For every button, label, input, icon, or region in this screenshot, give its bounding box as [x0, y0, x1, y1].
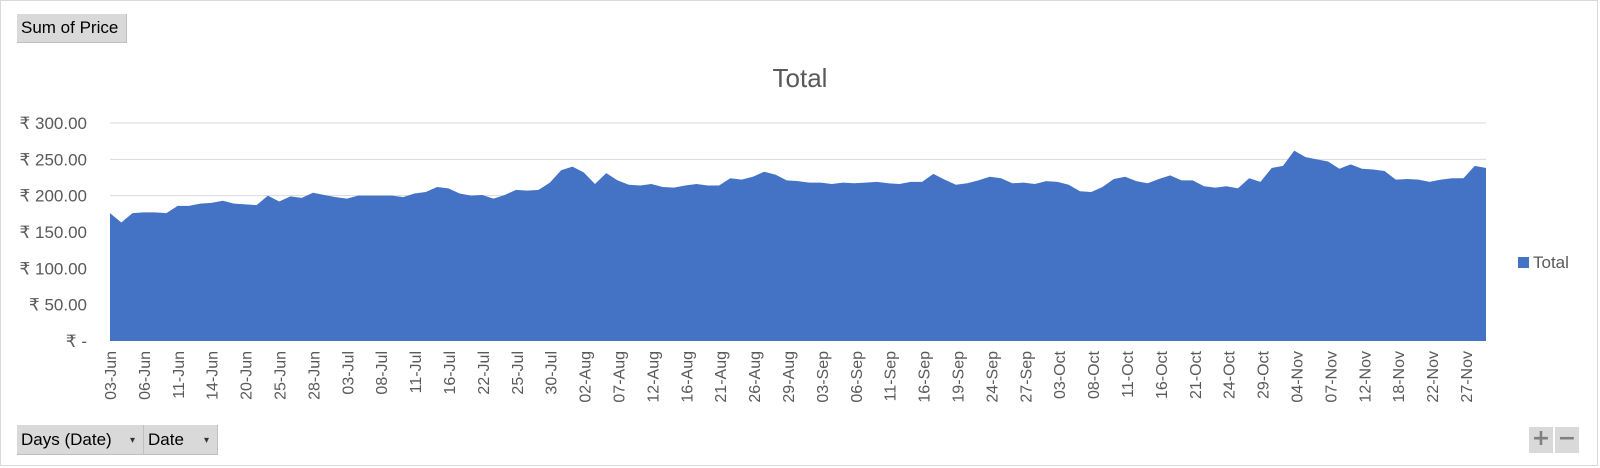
y-tick-label: ₹ 300.00 [19, 114, 87, 133]
x-tick-label: 30-Jul [544, 351, 561, 395]
x-tick-label: 08-Oct [1086, 350, 1103, 399]
days-date-field-label: Days (Date) [21, 429, 112, 449]
x-tick-label: 03-Sep [815, 351, 832, 403]
y-tick-label: ₹ 150.00 [19, 223, 87, 242]
x-tick-label: 19-Sep [951, 351, 968, 403]
date-field-button[interactable]: Date ▾ [144, 425, 218, 455]
dropdown-arrow-icon[interactable]: ▾ [129, 435, 135, 446]
x-tick-label: 25-Jul [510, 351, 527, 395]
x-tick-label: 03-Jun [103, 351, 120, 400]
series-area-total [110, 150, 1486, 341]
values-field-button[interactable]: Sum of Price [17, 14, 127, 43]
x-tick-label: 14-Jun [205, 351, 222, 400]
zoom-out-button[interactable]: − [1555, 427, 1579, 453]
x-axis: 03-Jun 06-Jun 11-Jun 14-Jun 20-Jun 25-Jun 28-J… [103, 350, 1476, 402]
x-tick-label: 16-Sep [917, 351, 934, 403]
x-tick-label: 27-Sep [1018, 351, 1035, 403]
y-axis: ₹ 300.00 ₹ 250.00 ₹ 200.00 ₹ 150.00 ₹ 100.00… [19, 114, 87, 351]
x-tick-label: 07-Nov [1323, 351, 1340, 403]
x-tick-label: 06-Jun [137, 351, 154, 400]
x-tick-label: 29-Aug [781, 351, 798, 403]
x-tick-label: 22-Jul [476, 351, 493, 395]
legend: Total [1518, 253, 1569, 272]
x-tick-label: 27-Nov [1459, 351, 1476, 403]
x-tick-label: 16-Aug [679, 351, 696, 403]
chart-title: Total [773, 63, 828, 93]
zoom-in-button[interactable]: + [1529, 427, 1553, 453]
x-tick-label: 21-Oct [1188, 350, 1205, 399]
x-tick-label: 21-Aug [713, 351, 730, 403]
x-tick-label: 08-Jul [374, 351, 391, 395]
x-tick-label: 11-Jun [171, 351, 188, 399]
x-tick-label: 11-Sep [883, 351, 900, 402]
y-tick-label: ₹ 200.00 [19, 187, 87, 206]
y-tick-label: ₹ 100.00 [19, 259, 87, 278]
plot-area [110, 150, 1486, 341]
y-tick-label: ₹ 50.00 [29, 296, 87, 315]
date-field-label: Date [148, 429, 184, 449]
y-tick-label: ₹ 250.00 [19, 150, 87, 169]
x-tick-label: 18-Nov [1391, 351, 1408, 403]
x-tick-label: 24-Oct [1222, 350, 1239, 399]
x-tick-label: 12-Aug [645, 351, 662, 403]
x-tick-label: 11-Jul [408, 351, 425, 393]
x-tick-label: 03-Jul [340, 351, 357, 395]
x-tick-label: 02-Aug [578, 351, 595, 403]
dropdown-arrow-icon[interactable]: ▾ [203, 435, 209, 446]
x-tick-label: 29-Oct [1256, 350, 1273, 399]
x-tick-label: 20-Jun [239, 351, 256, 400]
x-tick-label: 04-Nov [1290, 351, 1307, 403]
days-date-field-button[interactable]: Days (Date) ▾ [17, 425, 144, 455]
y-tick-label: ₹ - [66, 332, 87, 351]
x-tick-label: 07-Aug [612, 351, 629, 403]
x-tick-label: 12-Nov [1357, 351, 1374, 403]
x-tick-label: 11-Oct [1120, 350, 1137, 397]
x-tick-label: 25-Jun [273, 351, 290, 400]
x-tick-label: 28-Jun [306, 351, 323, 400]
x-tick-label: 22-Nov [1425, 351, 1442, 403]
x-tick-label: 03-Oct [1052, 350, 1069, 399]
values-field-label: Sum of Price [21, 18, 119, 37]
x-tick-label: 26-Aug [747, 351, 764, 403]
legend-label: Total [1533, 253, 1569, 272]
x-tick-label: 24-Sep [984, 351, 1001, 403]
x-tick-label: 16-Jul [442, 351, 459, 395]
legend-swatch [1518, 257, 1529, 268]
x-tick-label: 16-Oct [1154, 350, 1171, 399]
x-tick-label: 06-Sep [849, 351, 866, 403]
